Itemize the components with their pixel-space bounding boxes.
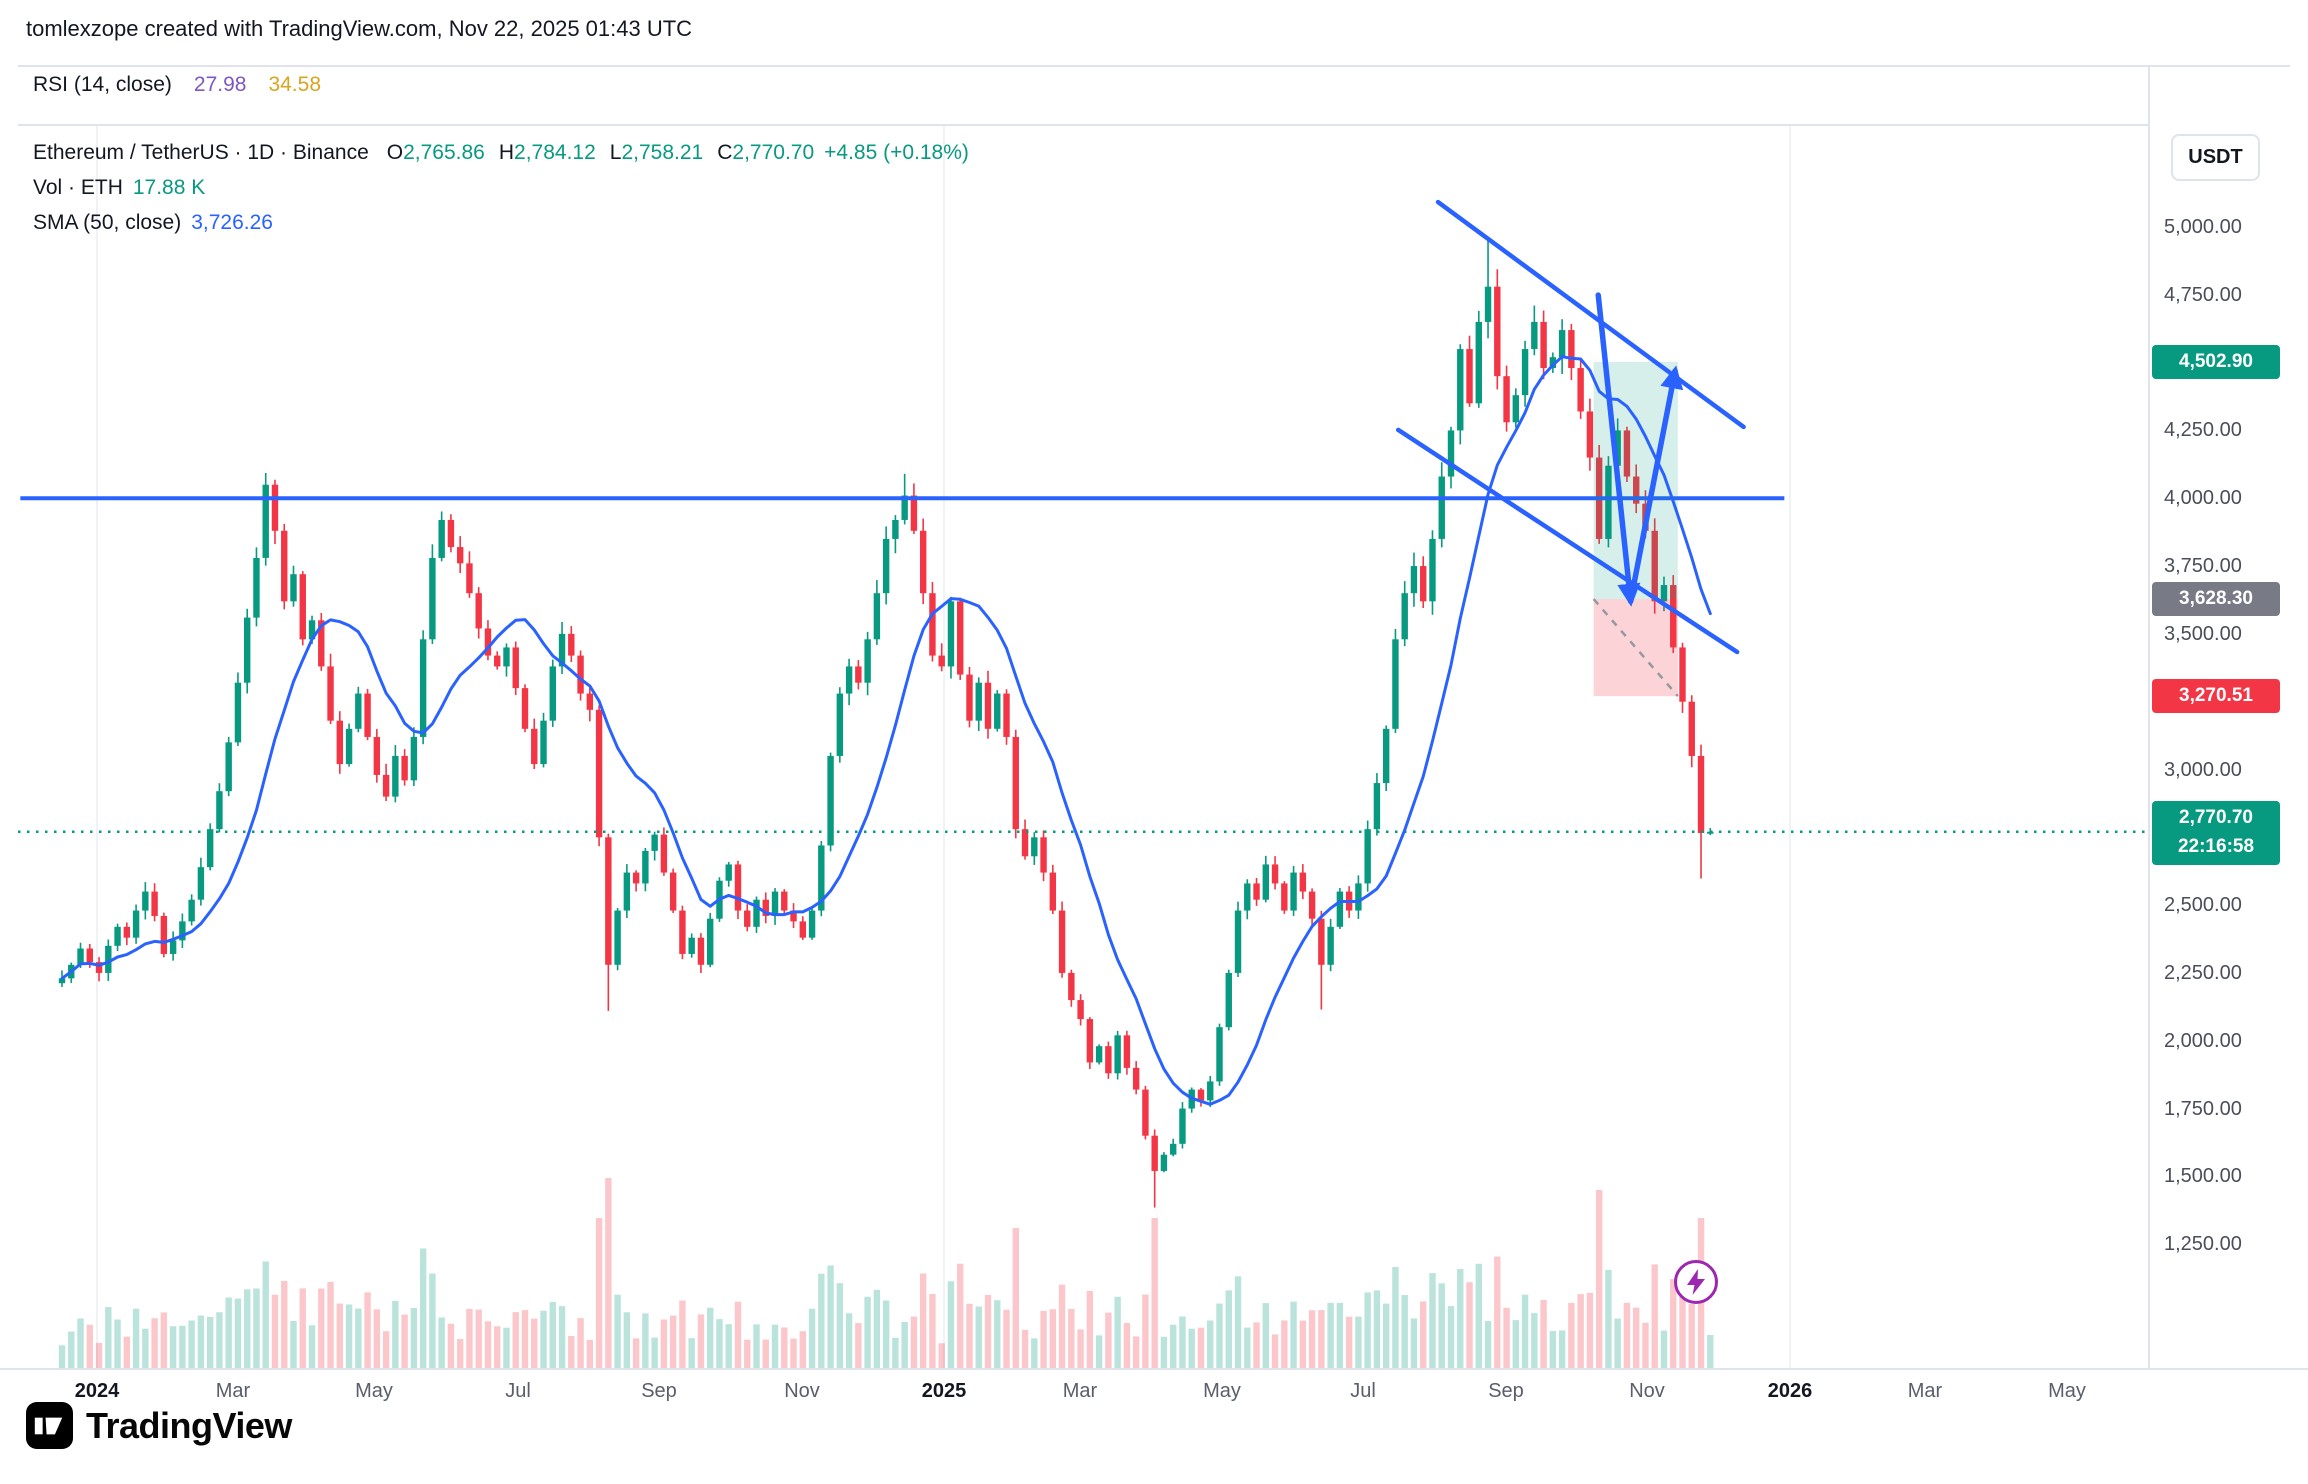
price-tick-label: 1,500.00 [2164, 1165, 2242, 1188]
time-axis-label: Nov [784, 1380, 820, 1402]
rsi-title[interactable]: RSI (14, close) [33, 73, 172, 96]
ohlc-open: O2,765.86 [386, 141, 485, 164]
drawings [18, 199, 2149, 833]
volume-value: 17.88 K [132, 176, 206, 199]
time-axis-label: 2024 [74, 1380, 120, 1402]
time-axis-label: Jul [505, 1380, 531, 1402]
price-level-badge: 3,628.30 [2152, 582, 2280, 617]
volume-bars [58, 1178, 1714, 1368]
volume-label[interactable]: Vol · ETH [33, 176, 123, 199]
time-axis-label: Mar [215, 1380, 251, 1402]
flash-marker-button[interactable] [1672, 1258, 1720, 1306]
change-value: +4.85 (+0.18%) [824, 141, 969, 164]
rsi-ma-value: 34.58 [268, 73, 322, 96]
time-axis-label: Mar [1907, 1380, 1943, 1402]
price-tick-label: 4,250.00 [2164, 419, 2242, 442]
symbol-row: Ethereum / TetherUS · 1D · Binance O2,76… [33, 138, 969, 168]
price-tick-label: 2,500.00 [2164, 894, 2242, 917]
symbol-legend: Ethereum / TetherUS · 1D · Binance O2,76… [33, 138, 969, 238]
year-gridlines [96, 125, 1791, 1369]
ohlc-high: H2,784.12 [498, 141, 596, 164]
tradingview-logo[interactable]: TradingView [26, 1402, 292, 1449]
chart-credit: tomlexzope created with TradingView.com,… [26, 16, 693, 41]
price-tick-label: 2,250.00 [2164, 961, 2242, 984]
ohlc-low: L2,758.21 [609, 141, 704, 164]
price-tick-label: 3,500.00 [2164, 622, 2242, 645]
time-axis-label: May [355, 1380, 393, 1402]
volume-row: Vol · ETH 17.88 K [33, 173, 969, 203]
price-level-badge: 3,270.51 [2152, 679, 2280, 714]
price-tick-label: 2,000.00 [2164, 1029, 2242, 1052]
pane-borders [0, 65, 2308, 1370]
current-price-badge: 2,770.70 22:16:58 [2152, 800, 2280, 865]
price-tick-label: 3,000.00 [2164, 758, 2242, 781]
tradingview-icon [26, 1402, 73, 1449]
time-axis-label: 2025 [921, 1380, 967, 1402]
ohlc-close: C2,770.70 [717, 141, 815, 164]
tradingview-brand-text: TradingView [86, 1404, 292, 1446]
time-axis-label: Sep [641, 1380, 677, 1402]
price-level-badge: 4,502.90 [2152, 344, 2280, 379]
sma-value: 3,726.26 [191, 211, 273, 234]
price-tick-label: 1,750.00 [2164, 1097, 2242, 1120]
price-tick-label: 1,250.00 [2164, 1233, 2242, 1256]
symbol-title[interactable]: Ethereum / TetherUS · 1D · Binance [33, 141, 369, 164]
time-axis-label: May [1203, 1380, 1241, 1402]
time-axis-label: Jul [1350, 1380, 1376, 1402]
price-tick-label: 4,000.00 [2164, 487, 2242, 510]
time-axis-label: Nov [1629, 1380, 1665, 1402]
time-axis-label: Mar [1062, 1380, 1098, 1402]
sma-row: SMA (50, close) 3,726.26 [33, 208, 969, 238]
lightning-icon [1674, 1260, 1718, 1304]
rsi-legend: RSI (14, close) 27.98 34.58 [33, 70, 321, 100]
time-axis-label: Sep [1488, 1380, 1524, 1402]
ohlc-values: O2,765.86 H2,784.12 L2,758.21 C2,770.70 [387, 138, 814, 168]
price-tick-label: 4,750.00 [2164, 283, 2242, 306]
candle-countdown: 22:16:58 [2177, 835, 2255, 857]
current-price-value: 2,770.70 [2179, 806, 2253, 828]
currency-toggle-button[interactable]: USDT [2171, 134, 2260, 181]
rsi-value: 27.98 [193, 73, 247, 96]
sma-label[interactable]: SMA (50, close) [33, 211, 182, 234]
price-tick-label: 3,750.00 [2164, 555, 2242, 578]
price-tick-label: 5,000.00 [2164, 216, 2242, 238]
time-axis-label: May [2048, 1380, 2086, 1402]
time-axis-label: 2026 [1767, 1380, 1813, 1402]
sma-line [60, 355, 1712, 1106]
